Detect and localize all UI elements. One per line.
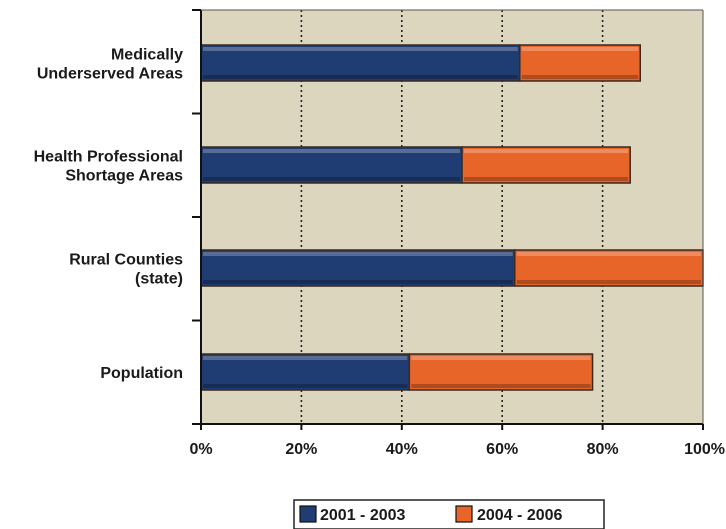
legend-entry: 2004 - 2006: [455, 505, 563, 524]
x-tick-label: 60%: [486, 441, 518, 458]
bar-fill: [200, 44, 521, 82]
category-label: Health Professional: [34, 149, 183, 166]
category-labels: Medically Underserved Areas Health Profess…: [34, 47, 183, 383]
bar-segment: [200, 249, 516, 287]
bar-segment: [408, 353, 594, 391]
bar-highlight: [203, 356, 408, 360]
category-label: Rural Counties: [69, 252, 183, 269]
category-label: Shortage Areas: [65, 168, 183, 185]
legend-swatch: [299, 505, 317, 523]
legend-label: 2004 - 2006: [477, 507, 563, 524]
bar-segment: [461, 146, 631, 184]
category-label: Medically: [111, 47, 183, 64]
bar-segment: [200, 44, 521, 82]
bar-shadow: [411, 384, 591, 388]
x-tick-label: 40%: [386, 441, 418, 458]
bar-shadow: [203, 384, 408, 388]
legend-box: [293, 499, 605, 529]
category-label: (state): [135, 271, 183, 288]
bar-shadow: [464, 177, 629, 181]
bar-highlight: [464, 149, 629, 153]
x-tick-label: 0%: [189, 441, 212, 458]
bar-segment: [200, 353, 411, 391]
legend-label: 2001 - 2003: [320, 507, 406, 524]
x-tick-labels: 0% 20% 40% 60% 80% 100%: [189, 441, 725, 458]
x-tick-label: 80%: [587, 441, 619, 458]
bars: [200, 44, 704, 391]
bar-shadow: [203, 280, 513, 284]
bar-segment: [519, 44, 642, 82]
bar-shadow: [521, 75, 639, 79]
bar-shadow: [203, 75, 518, 79]
bar-fill: [514, 249, 704, 287]
legend: 2001 - 2003 2004 - 2006: [293, 499, 605, 529]
bar-fill: [519, 44, 642, 82]
bar-fill: [408, 353, 594, 391]
bar-highlight: [516, 252, 701, 256]
bar-highlight: [203, 47, 518, 51]
bar-highlight: [411, 356, 591, 360]
bar-highlight: [203, 149, 461, 153]
bar-segment: [200, 146, 463, 184]
bar-highlight: [521, 47, 639, 51]
bar-shadow: [516, 280, 701, 284]
bar-fill: [461, 146, 631, 184]
legend-entry: 2001 - 2003: [299, 505, 406, 524]
bar-highlight: [203, 252, 513, 256]
x-tick-label: 100%: [684, 441, 725, 458]
bar-shadow: [203, 177, 461, 181]
x-tick-label: 20%: [285, 441, 317, 458]
bar-segment: [514, 249, 704, 287]
legend-swatch: [455, 505, 473, 523]
bar-fill: [200, 146, 463, 184]
axes: [192, 9, 704, 430]
category-label: Underserved Areas: [37, 66, 183, 83]
category-label: Population: [100, 365, 183, 382]
